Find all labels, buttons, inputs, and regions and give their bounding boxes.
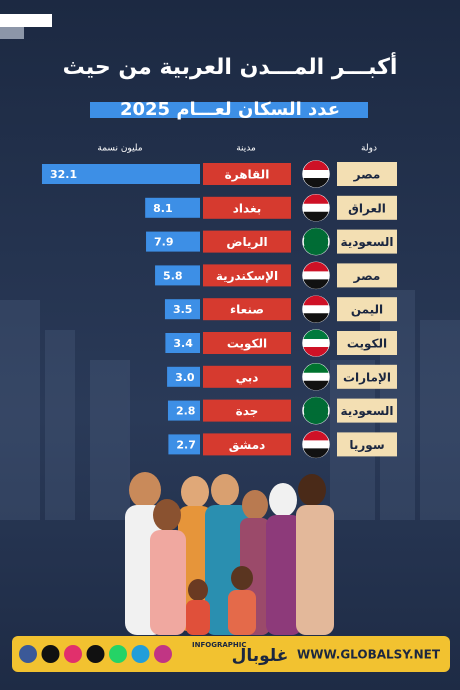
social-icon xyxy=(41,645,60,663)
value-label: 3.5 xyxy=(173,303,193,316)
corner-bar xyxy=(0,27,24,39)
city-box xyxy=(203,332,291,354)
country-box xyxy=(337,229,397,254)
title: أكبـــر المـــدن العربية من حيث xyxy=(63,51,398,80)
city-label: بغداد xyxy=(233,201,261,215)
flag-stripe xyxy=(303,295,329,306)
country-label: السعودية xyxy=(340,235,393,250)
flag-stripe xyxy=(303,329,329,339)
city-box xyxy=(203,163,291,185)
value-label: 5.8 xyxy=(163,269,183,282)
city-label: دمشق xyxy=(229,438,266,452)
flag-stripe xyxy=(303,228,329,238)
value-label: 8.1 xyxy=(153,202,173,215)
flag-stripe xyxy=(303,160,329,170)
flag-stripe xyxy=(303,178,329,188)
bar xyxy=(167,400,200,421)
city-box xyxy=(203,230,291,253)
bar xyxy=(41,164,200,184)
value-label: 3.0 xyxy=(175,371,195,384)
subtitle-band xyxy=(90,102,368,118)
city-label: القاهرة xyxy=(225,168,270,182)
value-label: 32.1 xyxy=(50,168,77,181)
social-icon xyxy=(86,645,105,663)
social-icons xyxy=(19,645,172,663)
social-icon xyxy=(154,645,172,663)
city-box xyxy=(203,365,291,388)
flag-stripe xyxy=(303,245,329,256)
flag-stripe xyxy=(303,380,329,391)
bar xyxy=(165,333,200,353)
flag-stripe xyxy=(303,363,329,373)
flag-stripe xyxy=(303,211,329,222)
flag-stripe xyxy=(303,313,329,323)
bar xyxy=(167,366,200,387)
city-label: جدة xyxy=(236,404,259,418)
country-box xyxy=(337,398,397,423)
flag-stripe xyxy=(303,448,329,458)
bar xyxy=(164,299,200,320)
value-label: 7.9 xyxy=(154,236,174,249)
value-label: 2.8 xyxy=(176,405,196,418)
country-label: سوريا xyxy=(349,438,384,453)
country-box xyxy=(337,432,397,457)
city-label: الرياض xyxy=(226,235,267,249)
country-box xyxy=(337,331,397,355)
flag-stripe xyxy=(303,430,329,441)
social-icon xyxy=(109,645,127,663)
bar xyxy=(155,265,200,286)
value-label: 3.4 xyxy=(173,337,193,350)
flag-stripe xyxy=(303,261,329,272)
country-label: اليمن xyxy=(351,303,383,317)
column-header: دولة xyxy=(361,144,377,154)
city-label: دبي xyxy=(236,370,259,384)
column-header: مليون نسمة xyxy=(97,144,142,154)
city-box xyxy=(203,399,291,422)
brand-logo: غلوبال xyxy=(232,646,289,666)
country-label: مصر xyxy=(353,168,381,182)
bar xyxy=(145,197,200,218)
footer-bar xyxy=(12,636,450,672)
city-box xyxy=(203,196,291,219)
value-label: 2.7 xyxy=(176,438,196,451)
social-icon xyxy=(64,645,82,663)
country-box xyxy=(337,195,397,220)
column-header: مدينة xyxy=(236,144,256,154)
city-label: الإسكندرية xyxy=(216,269,278,283)
footer-label: INFOGRAPHIC xyxy=(192,641,246,649)
country-label: الكويت xyxy=(347,337,387,352)
flag-stripe xyxy=(303,347,329,357)
country-label: العراق xyxy=(348,201,386,215)
people-illustration xyxy=(125,472,334,635)
flag-stripe xyxy=(303,279,329,289)
flag-stripe xyxy=(303,414,329,425)
country-box xyxy=(337,162,397,186)
bar xyxy=(146,231,200,252)
city-label: صنعاء xyxy=(230,303,264,317)
flag-stripe xyxy=(303,194,329,204)
bar xyxy=(168,434,200,455)
country-box xyxy=(337,263,397,288)
social-icon xyxy=(131,645,150,663)
skyline xyxy=(0,290,460,520)
country-box xyxy=(337,364,397,389)
country-label: مصر xyxy=(353,269,381,283)
city-label: الكويت xyxy=(227,337,267,352)
flag-stripe xyxy=(303,397,329,407)
city-box xyxy=(203,264,291,287)
country-box xyxy=(337,297,397,322)
corner-bar xyxy=(0,14,52,27)
website: WWW.GLOBALSY.NET xyxy=(297,648,441,662)
city-box xyxy=(203,433,291,456)
subtitle: عدد السكان لعـــام 2025 xyxy=(120,99,340,120)
social-icon xyxy=(19,645,37,663)
city-box xyxy=(203,298,291,321)
country-label: السعودية xyxy=(340,404,393,419)
country-label: الإمارات xyxy=(343,370,391,384)
